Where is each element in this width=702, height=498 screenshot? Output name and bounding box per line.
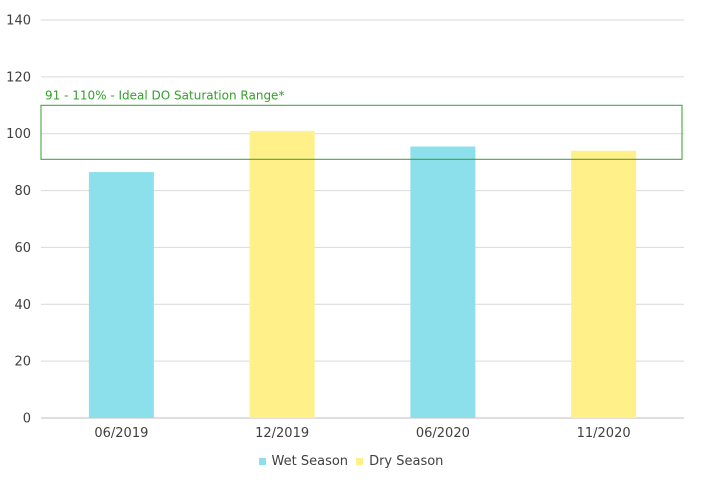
ideal-range-rect (40, 104, 683, 160)
ideal-range-band: 91 - 110% - Ideal DO Saturation Range* (40, 88, 683, 160)
bar-11/2020 (571, 150, 637, 418)
x-tick-label: 06/2020 (416, 426, 470, 441)
bars (88, 130, 637, 418)
legend-swatch-wet-season (258, 458, 266, 465)
legend-label-dry-season: Dry Season (369, 454, 444, 469)
bar-06/2020 (410, 146, 476, 418)
y-tick-label: 120 (6, 70, 31, 85)
legend-swatch-dry-season (356, 458, 364, 465)
y-tick-label: 40 (14, 298, 31, 313)
legend-label-wet-season: Wet Season (271, 454, 349, 469)
legend: Wet Season Dry Season (0, 454, 702, 469)
y-tick-label: 0 (23, 412, 31, 427)
x-tick-label: 06/2019 (94, 426, 148, 441)
x-axis: 06/2019 12/2019 06/2020 11/2020 (94, 426, 630, 441)
y-tick-label: 80 (14, 184, 31, 199)
y-tick-label: 20 (14, 355, 31, 370)
y-tick-label: 140 (6, 14, 31, 29)
ideal-range-label: 91 - 110% - Ideal DO Saturation Range* (45, 88, 284, 102)
bar-chart-plot: 91 - 110% - Ideal DO Saturation Range* 0… (6, 14, 684, 441)
legend-item-wet-season: Wet Season (258, 454, 349, 469)
y-tick-label: 60 (14, 241, 31, 256)
bar-12/2019 (249, 130, 315, 418)
bar-06/2019 (88, 172, 154, 418)
x-tick-label: 11/2020 (577, 426, 631, 441)
y-tick-label: 100 (6, 127, 31, 142)
legend-item-dry-season: Dry Season (356, 454, 443, 469)
y-axis: 0 20 40 60 80 100 120 140 (6, 14, 31, 427)
x-tick-label: 12/2019 (255, 426, 309, 441)
